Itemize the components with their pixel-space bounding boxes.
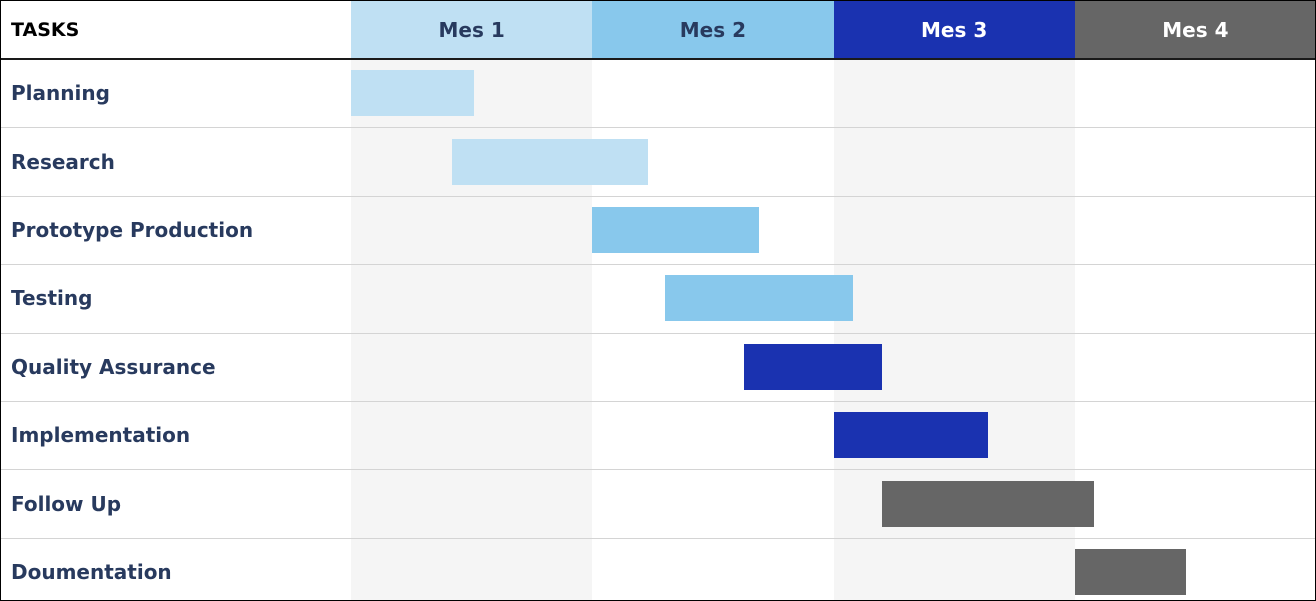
month-header-2: Mes 2 [592, 1, 834, 58]
month-column-4 [1074, 59, 1315, 600]
task-label: Testing [11, 286, 93, 311]
task-bar [744, 343, 882, 390]
row-divider [1, 538, 1315, 539]
row-divider [1, 264, 1315, 265]
task-label: Planning [11, 81, 110, 106]
row-divider [1, 333, 1315, 334]
row-divider [1, 469, 1315, 470]
task-label: Doumentation [11, 559, 172, 584]
row-divider [1, 127, 1315, 128]
task-bar [351, 70, 475, 117]
header-divider [1, 58, 1315, 60]
task-label: Follow Up [11, 491, 122, 516]
task-bar [592, 207, 759, 253]
row-divider [1, 196, 1315, 197]
task-label: Implementation [11, 423, 191, 448]
month-header-4: Mes 4 [1074, 1, 1315, 58]
month-header-3: Mes 3 [833, 1, 1075, 58]
task-bar [664, 275, 853, 322]
tasks-column-header: TASKS [11, 18, 80, 41]
task-bar [833, 412, 988, 459]
task-bar [1074, 549, 1186, 595]
month-header-1: Mes 1 [351, 1, 593, 58]
row-divider [1, 401, 1315, 402]
task-label: Quality Assurance [11, 354, 216, 379]
task-label: Prototype Production [11, 217, 254, 242]
task-bar [452, 138, 648, 185]
task-label: Research [11, 149, 115, 174]
task-bar [881, 480, 1095, 527]
